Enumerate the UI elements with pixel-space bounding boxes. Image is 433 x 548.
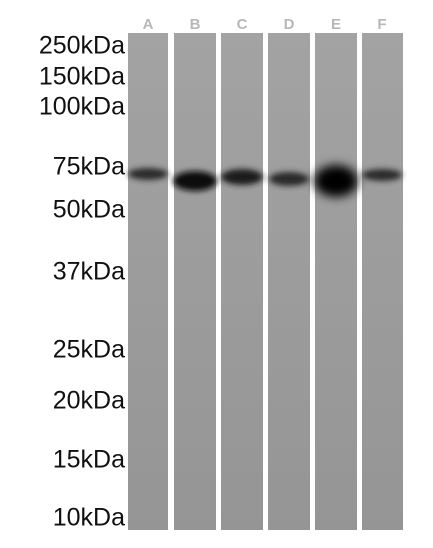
marker-label: 100kDa bbox=[39, 93, 125, 121]
band bbox=[221, 169, 263, 185]
lanes bbox=[128, 33, 403, 530]
bands bbox=[128, 165, 402, 197]
marker-label: 25kDa bbox=[53, 336, 125, 364]
band bbox=[362, 169, 402, 181]
band bbox=[314, 165, 358, 197]
lane-label: C bbox=[237, 16, 248, 33]
marker-label: 250kDa bbox=[39, 32, 125, 60]
marker-label: 10kDa bbox=[53, 504, 125, 532]
band bbox=[173, 171, 217, 191]
marker-label: 15kDa bbox=[53, 446, 125, 474]
lane-label: D bbox=[284, 16, 295, 33]
lane-label: F bbox=[377, 16, 386, 33]
marker-label: 150kDa bbox=[39, 63, 125, 91]
band bbox=[128, 168, 168, 180]
lane-label: B bbox=[190, 16, 201, 33]
lane bbox=[174, 33, 216, 530]
marker-label: 50kDa bbox=[53, 196, 125, 224]
lane bbox=[362, 33, 403, 530]
marker-label: 75kDa bbox=[53, 153, 125, 181]
lane-label: A bbox=[143, 16, 154, 33]
band bbox=[269, 172, 309, 186]
lane bbox=[128, 33, 168, 530]
lane bbox=[221, 33, 263, 530]
marker-label: 20kDa bbox=[53, 387, 125, 415]
lane bbox=[315, 33, 357, 530]
lane bbox=[268, 33, 310, 530]
lane-label: E bbox=[331, 16, 341, 33]
marker-label: 37kDa bbox=[53, 258, 125, 286]
